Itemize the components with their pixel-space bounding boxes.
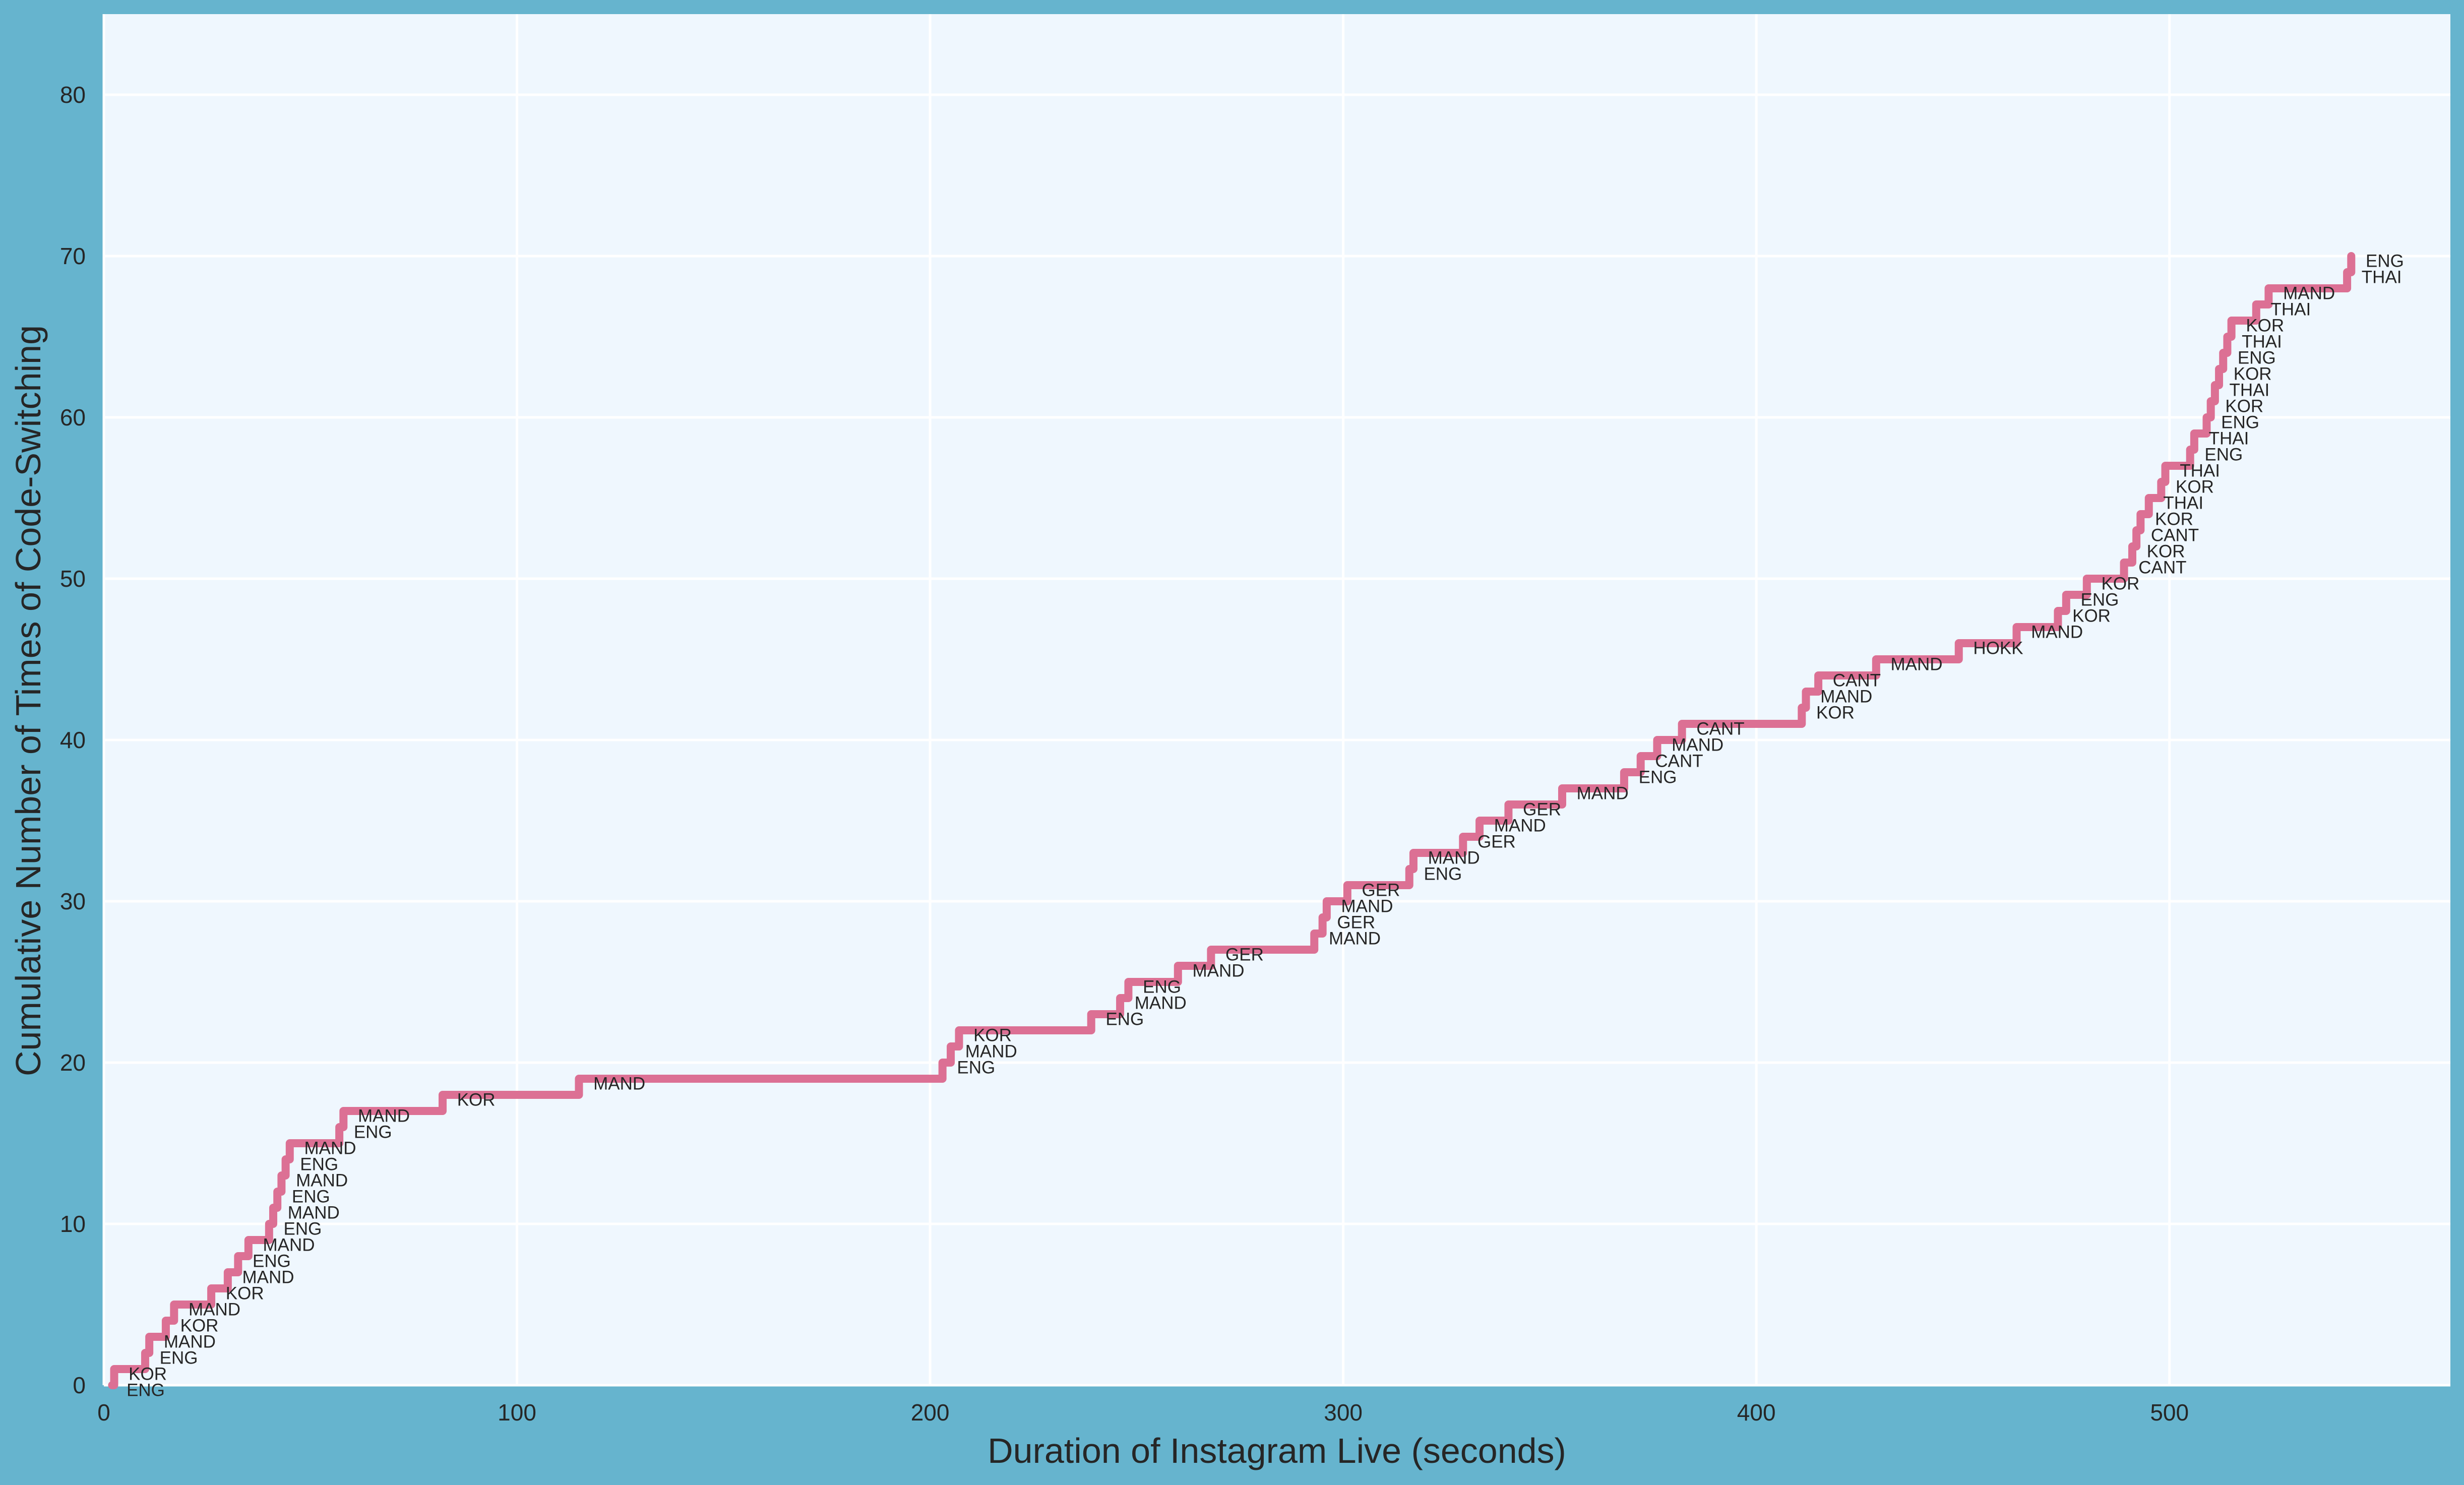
y-tick-labels: 0 10 20 30 40 50 60 70 80 bbox=[60, 82, 86, 1398]
language-label: MAND bbox=[1820, 687, 1872, 707]
language-label: KOR bbox=[2072, 606, 2111, 626]
language-label: MAND bbox=[1135, 994, 1187, 1013]
x-tick-label: 300 bbox=[1324, 1399, 1363, 1426]
language-label: GER bbox=[1523, 800, 1561, 820]
language-label: THAI bbox=[2362, 268, 2402, 287]
language-label: MAND bbox=[304, 1139, 356, 1158]
language-label: ENG bbox=[253, 1252, 291, 1271]
language-label: KOR bbox=[973, 1026, 1012, 1045]
y-tick-label: 20 bbox=[60, 1049, 86, 1076]
language-label: MAND bbox=[965, 1042, 1017, 1062]
language-label: KOR bbox=[2147, 542, 2185, 562]
language-label: MAND bbox=[593, 1074, 645, 1094]
x-tick-label: 500 bbox=[2150, 1399, 2189, 1426]
language-label: MAND bbox=[242, 1268, 294, 1287]
language-label: MAND bbox=[1192, 961, 1244, 981]
language-label: ENG bbox=[1424, 864, 1462, 884]
language-label: ENG bbox=[1639, 768, 1677, 787]
language-label: CANT bbox=[2138, 558, 2186, 578]
x-tick-label: 200 bbox=[911, 1399, 950, 1426]
language-label: MAND bbox=[189, 1300, 240, 1320]
language-label: KOR bbox=[1816, 703, 1855, 723]
language-label: ENG bbox=[2081, 590, 2119, 610]
x-tick-labels: 0 100 200 300 400 500 bbox=[97, 1399, 2189, 1426]
language-label: CANT bbox=[1696, 719, 1744, 739]
language-label: ENG bbox=[292, 1187, 330, 1207]
language-label: CANT bbox=[1833, 671, 1881, 691]
y-axis-label: Cumulative Number of Times of Code-Switc… bbox=[9, 325, 48, 1076]
language-label: ENG bbox=[284, 1219, 322, 1239]
language-label: ENG bbox=[160, 1348, 198, 1368]
language-label: KOR bbox=[129, 1365, 167, 1384]
x-tick-label: 0 bbox=[97, 1399, 110, 1426]
language-label: ENG bbox=[300, 1155, 338, 1174]
language-label: CANT bbox=[2151, 526, 2199, 545]
cumulative-step-line bbox=[108, 252, 2356, 1389]
language-label: MAND bbox=[1329, 929, 1381, 949]
language-label: MAND bbox=[1341, 897, 1393, 916]
language-labels: ENGKORENGMANDKORMANDKORMANDENGMANDENGMAN… bbox=[127, 252, 2404, 1400]
language-label: MAND bbox=[1494, 816, 1546, 836]
language-label: KOR bbox=[2101, 574, 2139, 594]
language-label: GER bbox=[1477, 832, 1516, 852]
language-label: MAND bbox=[1672, 735, 1723, 755]
y-tick-label: 70 bbox=[60, 243, 86, 269]
language-label: THAI bbox=[2230, 381, 2270, 400]
y-tick-label: 40 bbox=[60, 727, 86, 753]
language-label: THAI bbox=[2163, 493, 2203, 513]
language-label: MAND bbox=[1428, 848, 1480, 868]
language-label: ENG bbox=[2366, 252, 2404, 271]
language-label: KOR bbox=[2225, 397, 2263, 416]
plot-area bbox=[104, 14, 2450, 1385]
language-label: MAND bbox=[288, 1203, 340, 1223]
language-label: MAND bbox=[1577, 784, 1629, 803]
language-label: MAND bbox=[164, 1332, 216, 1352]
language-label: KOR bbox=[2246, 316, 2284, 336]
language-label: KOR bbox=[2176, 477, 2214, 497]
x-axis-label: Duration of Instagram Live (seconds) bbox=[988, 1431, 1566, 1470]
gridlines bbox=[102, 14, 2450, 1387]
language-label: ENG bbox=[2221, 413, 2259, 432]
language-label: ENG bbox=[957, 1058, 995, 1078]
language-label: THAI bbox=[2180, 461, 2220, 481]
language-label: MAND bbox=[263, 1235, 315, 1255]
language-label: MAND bbox=[296, 1171, 348, 1191]
language-label: ENG bbox=[354, 1123, 392, 1142]
language-label: HOKK bbox=[1973, 639, 2023, 658]
language-label: GER bbox=[1225, 945, 1264, 965]
language-label: KOR bbox=[226, 1284, 264, 1304]
y-tick-label: 60 bbox=[60, 404, 86, 430]
language-label: KOR bbox=[180, 1316, 219, 1336]
language-label: KOR bbox=[2155, 510, 2193, 529]
x-tick-label: 100 bbox=[498, 1399, 536, 1426]
language-label: ENG bbox=[2204, 445, 2243, 465]
language-label: MAND bbox=[358, 1106, 410, 1126]
y-tick-label: 10 bbox=[60, 1211, 86, 1237]
y-tick-label: 50 bbox=[60, 566, 86, 592]
language-label: ENG bbox=[1105, 1010, 1144, 1029]
language-label: GER bbox=[1337, 913, 1375, 933]
language-label: ENG bbox=[127, 1381, 165, 1400]
y-tick-label: 0 bbox=[73, 1372, 86, 1398]
language-label: KOR bbox=[2234, 364, 2272, 384]
language-label: MAND bbox=[2283, 284, 2335, 303]
x-tick-label: 400 bbox=[1737, 1399, 1776, 1426]
language-label: ENG bbox=[1143, 977, 1181, 997]
language-label: CANT bbox=[1655, 752, 1703, 771]
language-label: THAI bbox=[2242, 332, 2282, 352]
language-label: THAI bbox=[2209, 429, 2249, 449]
language-label: THAI bbox=[2270, 300, 2311, 320]
language-label: GER bbox=[1362, 881, 1400, 900]
language-label: ENG bbox=[2238, 348, 2276, 368]
language-label: MAND bbox=[1891, 655, 1943, 674]
language-label: KOR bbox=[457, 1090, 496, 1110]
y-tick-label: 80 bbox=[60, 82, 86, 108]
language-label: MAND bbox=[2031, 623, 2083, 642]
y-tick-label: 30 bbox=[60, 888, 86, 914]
